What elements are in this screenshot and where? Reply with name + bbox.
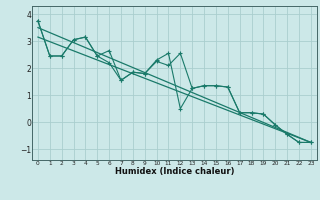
X-axis label: Humidex (Indice chaleur): Humidex (Indice chaleur): [115, 167, 234, 176]
